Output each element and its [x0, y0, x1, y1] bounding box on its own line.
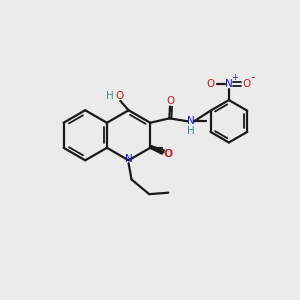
Text: O: O — [207, 79, 215, 89]
Text: O: O — [167, 96, 175, 106]
Text: O: O — [115, 91, 124, 100]
Text: -: - — [250, 71, 255, 84]
Text: H: H — [106, 91, 114, 100]
Text: H: H — [187, 126, 194, 136]
Text: O: O — [163, 149, 171, 159]
Text: O: O — [165, 149, 173, 159]
Text: N: N — [187, 116, 194, 126]
Text: +: + — [231, 73, 238, 82]
Text: N: N — [225, 79, 233, 89]
Text: O: O — [243, 79, 251, 89]
Text: N: N — [125, 154, 132, 164]
